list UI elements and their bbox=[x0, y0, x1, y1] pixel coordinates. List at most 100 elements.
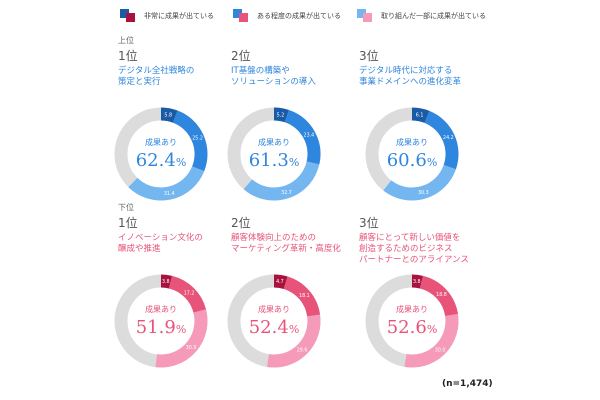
segment-label: 30.3 bbox=[418, 190, 429, 196]
center-total-value: 52.6 bbox=[387, 317, 427, 338]
chart-title: 顧客体験向上のための マーケティング革新・高度化 bbox=[231, 233, 371, 255]
rank-label: 2位 bbox=[231, 216, 251, 230]
donut-segment bbox=[168, 275, 207, 314]
segment-label: 5.8 bbox=[164, 113, 172, 119]
donut-segment bbox=[284, 109, 321, 165]
donut-segment bbox=[273, 274, 288, 290]
chart-title-line: 策定と実行 bbox=[118, 77, 161, 87]
center-total: 61.3% bbox=[249, 150, 300, 171]
donut-chart: 3.8 18.8 30.0 成果あり 52.6% bbox=[365, 274, 459, 368]
segment-label: 17.2 bbox=[184, 290, 195, 296]
center-total-unit: % bbox=[176, 323, 186, 336]
legend-swatch bbox=[233, 9, 251, 22]
segment-label: 32.7 bbox=[281, 190, 292, 196]
chart-title-line: パートナーとのアライアンス bbox=[359, 255, 469, 265]
center-label: 成果あり bbox=[396, 137, 428, 147]
legend-swatch bbox=[357, 9, 375, 22]
donut-chart: 3.8 17.2 30.9 成果あり 51.9% bbox=[114, 274, 208, 368]
donut-segment bbox=[283, 276, 321, 317]
segment-label: 23.4 bbox=[304, 132, 315, 138]
segment-label: 24.2 bbox=[443, 135, 454, 141]
segment-label: 6.1 bbox=[416, 113, 424, 119]
section-label-bottom: 下位 bbox=[118, 203, 134, 212]
center-label: 成果あり bbox=[258, 304, 290, 314]
center-total-value: 51.9 bbox=[136, 317, 176, 338]
chart-title-line: 醸成や推進 bbox=[118, 244, 161, 254]
legend-item-partially-successful: 取り組んだ一部に成果が出ている bbox=[357, 9, 486, 22]
donut-chart: 5.8 25.2 31.4 成果あり 62.4% bbox=[114, 107, 208, 201]
donut-segment bbox=[155, 309, 208, 368]
center-label: 成果あり bbox=[396, 304, 428, 314]
rank-label: 1位 bbox=[118, 216, 138, 230]
rank-label: 2位 bbox=[231, 49, 251, 63]
center-total-unit: % bbox=[176, 156, 186, 169]
segment-label: 31.4 bbox=[164, 191, 175, 197]
donut-segment bbox=[424, 110, 459, 170]
chart-title-line: デジタル全社戦略の bbox=[118, 66, 195, 76]
chart-title-line: 顧客体験向上のための bbox=[231, 233, 317, 243]
donut-chart: 6.1 24.2 30.3 成果あり 60.6% bbox=[365, 107, 459, 201]
chart-title-line: イノベーション文化の bbox=[118, 233, 203, 243]
legend-item-somewhat-successful: ある程度の成果が出ている bbox=[233, 9, 341, 22]
center-total-unit: % bbox=[289, 156, 299, 169]
center-total-value: 52.4 bbox=[249, 317, 289, 338]
segment-label: 25.2 bbox=[192, 136, 203, 142]
center-total: 60.6% bbox=[387, 150, 438, 171]
center-label: 成果あり bbox=[145, 137, 177, 147]
segment-label: 4.7 bbox=[276, 279, 284, 285]
center-total-value: 60.6 bbox=[387, 150, 427, 171]
segment-label: 30.0 bbox=[435, 347, 446, 353]
rank-label: 1位 bbox=[118, 49, 138, 63]
chart-title: デジタル時代に対応する 事業ドメインへの進化変革 bbox=[359, 66, 499, 88]
segment-label: 3.8 bbox=[162, 279, 170, 285]
legend-label: 取り組んだ一部に成果が出ている bbox=[381, 11, 486, 20]
center-total: 62.4% bbox=[136, 150, 187, 171]
center-total: 52.6% bbox=[387, 317, 438, 338]
center-label: 成果あり bbox=[258, 137, 290, 147]
chart-title: 顧客にとって新しい価値を 創造するためのビジネス パートナーとのアライアンス bbox=[359, 233, 499, 266]
segment-label: 18.1 bbox=[299, 293, 310, 299]
legend-item-very-successful: 非常に成果が出ている bbox=[120, 9, 214, 22]
legend: 非常に成果が出ている ある程度の成果が出ている 取り組んだ一部に成果が出ている bbox=[120, 9, 520, 25]
center-label: 成果あり bbox=[145, 304, 177, 314]
donut-segment bbox=[160, 274, 172, 289]
chart-title-line: 顧客にとって新しい価値を bbox=[359, 233, 461, 243]
center-total-unit: % bbox=[427, 323, 437, 336]
chart-title-line: 事業ドメインへの進化変革 bbox=[359, 77, 462, 87]
chart-title: デジタル全社戦略の 策定と実行 bbox=[118, 66, 258, 88]
legend-swatch bbox=[120, 9, 138, 22]
legend-label: 非常に成果が出ている bbox=[144, 11, 214, 20]
center-total-value: 62.4 bbox=[136, 150, 176, 171]
center-total-value: 61.3 bbox=[249, 150, 289, 171]
donut-segment bbox=[267, 314, 321, 368]
donut-segment bbox=[411, 274, 423, 289]
chart-title: イノベーション文化の 醸成や推進 bbox=[118, 233, 258, 255]
center-total-unit: % bbox=[427, 156, 437, 169]
chart-title-line: IT基盤の構築や bbox=[231, 66, 290, 76]
donut-chart: 4.7 18.1 29.6 成果あり 52.4% bbox=[227, 274, 321, 368]
segment-label: 18.8 bbox=[436, 292, 447, 298]
chart-title-line: マーケティング革新・高度化 bbox=[231, 244, 341, 254]
donut-segment bbox=[411, 107, 430, 124]
donut-segment bbox=[172, 110, 208, 172]
segment-label: 5.2 bbox=[277, 112, 285, 118]
donut-segment bbox=[383, 164, 456, 201]
center-total: 51.9% bbox=[136, 317, 187, 338]
chart-title: IT基盤の構築や ソリューションの導入 bbox=[231, 66, 371, 88]
donut-segment bbox=[404, 314, 459, 368]
segment-label: 3.8 bbox=[413, 279, 421, 285]
chart-title-line: デジタル時代に対応する bbox=[359, 66, 453, 76]
donut-chart: 5.2 23.4 32.7 成果あり 61.3% bbox=[227, 107, 321, 201]
chart-title-line: ソリューションの導入 bbox=[231, 77, 316, 87]
legend-label: ある程度の成果が出ている bbox=[257, 11, 341, 20]
sample-size-note: (n=1,474) bbox=[442, 379, 493, 389]
rank-label: 3位 bbox=[359, 49, 379, 63]
segment-label: 30.9 bbox=[186, 345, 197, 351]
rank-label: 3位 bbox=[359, 216, 379, 230]
center-total: 52.4% bbox=[249, 317, 300, 338]
segment-label: 29.6 bbox=[297, 347, 308, 353]
chart-title-line: 創造するためのビジネス bbox=[359, 244, 453, 254]
donut-segment bbox=[419, 275, 458, 317]
center-total-unit: % bbox=[289, 323, 299, 336]
donut-segment bbox=[243, 161, 320, 201]
